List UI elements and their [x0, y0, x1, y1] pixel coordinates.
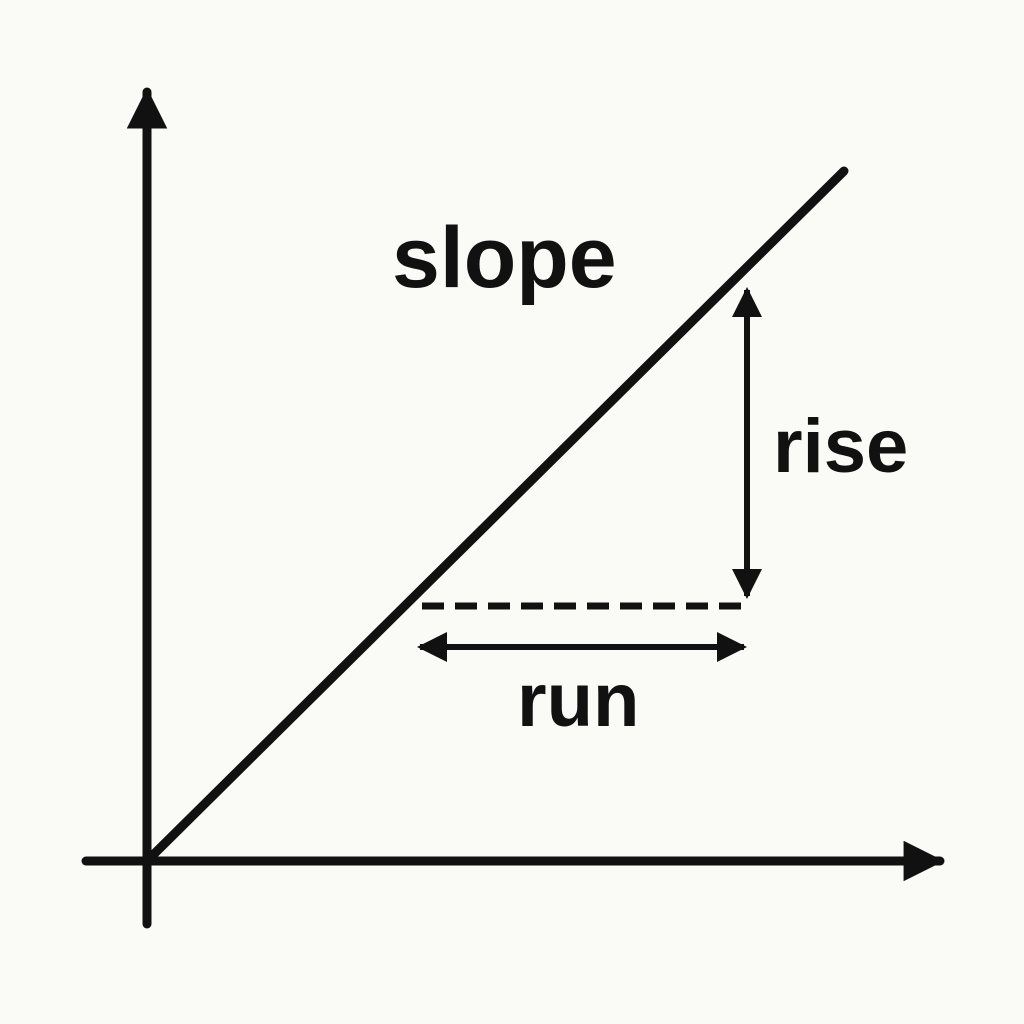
run-label: run: [517, 658, 639, 743]
rise-label: rise: [773, 404, 908, 489]
slope-label: slope: [392, 210, 617, 306]
slope-line: [145, 166, 849, 863]
